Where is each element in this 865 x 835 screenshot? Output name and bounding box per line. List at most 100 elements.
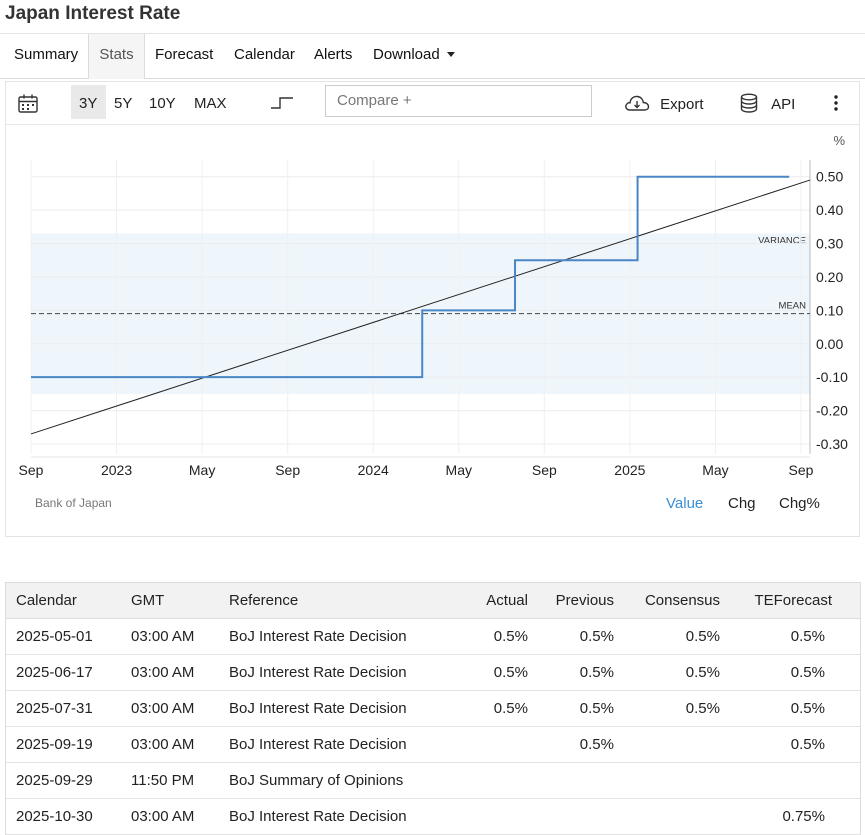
cell-reference: BoJ Interest Rate Decision [229,619,407,654]
cell-teforecast: 0.5% [736,727,825,762]
cell-date: 2025-07-31 [16,691,93,726]
tab-summary[interactable]: Summary [14,34,78,78]
tab-forecast[interactable]: Forecast [155,34,213,78]
chg-toggle[interactable]: Chg [728,495,756,512]
table-row[interactable]: 2025-09-29 11:50 PM BoJ Summary of Opinion… [6,763,860,799]
cell-actual: 0.5% [456,619,528,654]
range-max-button[interactable]: MAX [194,95,227,112]
cell-previous: 0.5% [536,619,614,654]
cell-previous [536,763,614,798]
tab-download-label: Download [373,46,440,63]
y-tick-label: 0.10 [816,302,843,318]
step-chart-icon[interactable] [270,94,294,114]
chg-percent-toggle[interactable]: Chg% [779,495,820,512]
cell-previous: 0.5% [536,727,614,762]
x-tick-label: 2023 [101,462,132,478]
header-teforecast: TEForecast [736,583,832,618]
range-5y-button[interactable]: 5Y [114,95,132,112]
tab-stats[interactable]: Stats [88,34,145,79]
cell-previous: 0.5% [536,655,614,690]
cell-date: 2025-09-19 [16,727,93,762]
cell-reference: BoJ Interest Rate Decision [229,799,407,834]
header-reference: Reference [229,583,298,618]
header-actual: Actual [456,583,528,618]
cell-teforecast: 0.5% [736,655,825,690]
x-tick-label: Sep [275,462,300,478]
y-tick-label: -0.10 [816,369,848,385]
export-label: Export [660,96,703,113]
calendar-icon[interactable] [18,94,38,117]
cell-teforecast: 0.75% [736,799,825,834]
x-tick-label: May [189,462,215,478]
tab-calendar[interactable]: Calendar [234,34,295,78]
cell-actual [456,763,528,798]
page-title: Japan Interest Rate [5,3,180,25]
cell-reference: BoJ Interest Rate Decision [229,727,407,762]
api-button[interactable]: API [740,93,795,113]
cell-consensus [626,763,720,798]
cell-reference: BoJ Interest Rate Decision [229,655,407,690]
x-tick-label: 2024 [358,462,389,478]
y-tick-label: 0.30 [816,236,843,252]
table-body: 2025-05-01 03:00 AM BoJ Interest Rate Deci… [6,619,860,835]
cell-teforecast: 0.5% [736,619,825,654]
api-label: API [771,96,795,113]
value-toggle[interactable]: Value [666,495,703,512]
cell-gmt: 03:00 AM [131,655,194,690]
table-header: Calendar GMT Reference Actual Previous C… [6,583,860,619]
range-10y-button[interactable]: 10Y [149,95,176,112]
cell-actual: 0.5% [456,655,528,690]
chart-toolbar: 3Y 5Y 10Y MAX Compare + Export API [6,82,859,125]
y-tick-label: 0.50 [816,169,843,185]
cell-teforecast: 0.5% [736,691,825,726]
y-tick-label: 0.40 [816,202,843,218]
export-button[interactable]: Export [624,94,704,113]
range-3y-button[interactable]: 3Y [79,95,97,112]
cell-actual: 0.5% [456,691,528,726]
y-tick-label: 0.00 [816,336,843,352]
tab-alerts[interactable]: Alerts [314,34,352,78]
header-previous: Previous [536,583,614,618]
cell-gmt: 11:50 PM [131,763,194,798]
cell-date: 2025-05-01 [16,619,93,654]
x-tick-label: 2025 [614,462,645,478]
y-axis-unit-label: % [833,133,845,148]
mean-label: MEAN [779,301,807,312]
cell-consensus: 0.5% [626,655,720,690]
source-label: Bank of Japan [35,496,112,510]
cell-consensus: 0.5% [626,619,720,654]
y-tick-label: -0.30 [816,436,848,452]
tab-bar: Summary Stats Forecast Calendar Alerts D… [0,34,865,79]
cell-teforecast [736,763,825,798]
header-calendar: Calendar [16,583,77,618]
database-icon [740,93,758,113]
cell-gmt: 03:00 AM [131,799,194,834]
interest-rate-chart: % VARIANCE MEAN 0.500.400.300.200.100.00… [0,125,865,525]
x-tick-label: May [446,462,472,478]
more-options-icon[interactable] [832,94,840,116]
cell-consensus: 0.5% [626,691,720,726]
cloud-download-icon [624,94,650,112]
chevron-down-icon [447,52,455,57]
cell-previous [536,799,614,834]
cell-consensus [626,799,720,834]
header-gmt: GMT [131,583,164,618]
y-tick-label: 0.20 [816,269,843,285]
cell-date: 2025-09-29 [16,763,93,798]
tab-download[interactable]: Download [373,34,455,78]
cell-gmt: 03:00 AM [131,691,194,726]
header-consensus: Consensus [626,583,720,618]
compare-input[interactable]: Compare + [325,85,592,117]
calendar-table: Calendar GMT Reference Actual Previous C… [5,582,861,835]
y-tick-label: -0.20 [816,403,848,419]
cell-reference: BoJ Summary of Opinions [229,763,403,798]
cell-consensus [626,727,720,762]
x-tick-label: Sep [532,462,557,478]
cell-actual [456,799,528,834]
cell-actual [456,727,528,762]
